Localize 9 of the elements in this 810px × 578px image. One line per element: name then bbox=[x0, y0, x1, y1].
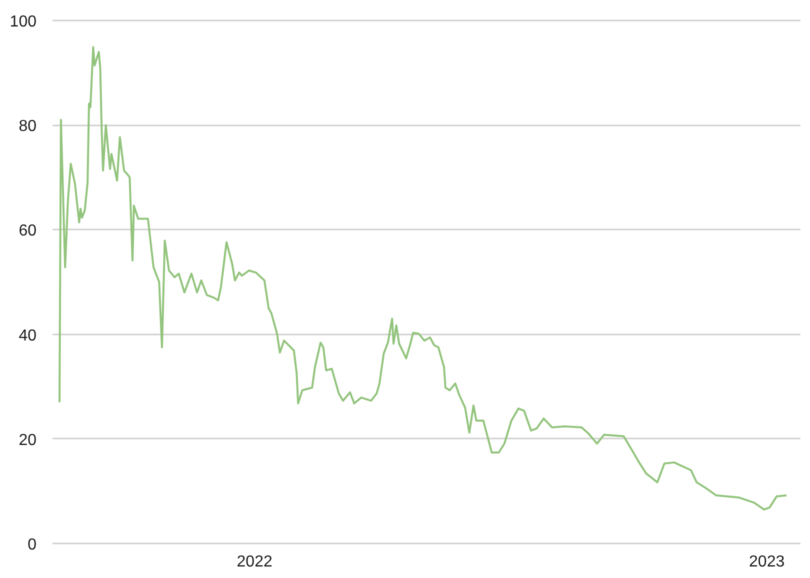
line-series bbox=[58, 46, 788, 511]
y-tick-label: 60 bbox=[18, 222, 37, 240]
y-tick-label: 0 bbox=[28, 536, 37, 554]
y-tick-label: 100 bbox=[10, 14, 37, 30]
y-tick-label: 20 bbox=[18, 432, 37, 449]
y-tick-label: 80 bbox=[18, 118, 37, 136]
y-tick-label: 40 bbox=[18, 327, 37, 344]
x-tick-label: 2022 bbox=[236, 554, 272, 570]
x-tick-label: 2023 bbox=[749, 554, 785, 570]
